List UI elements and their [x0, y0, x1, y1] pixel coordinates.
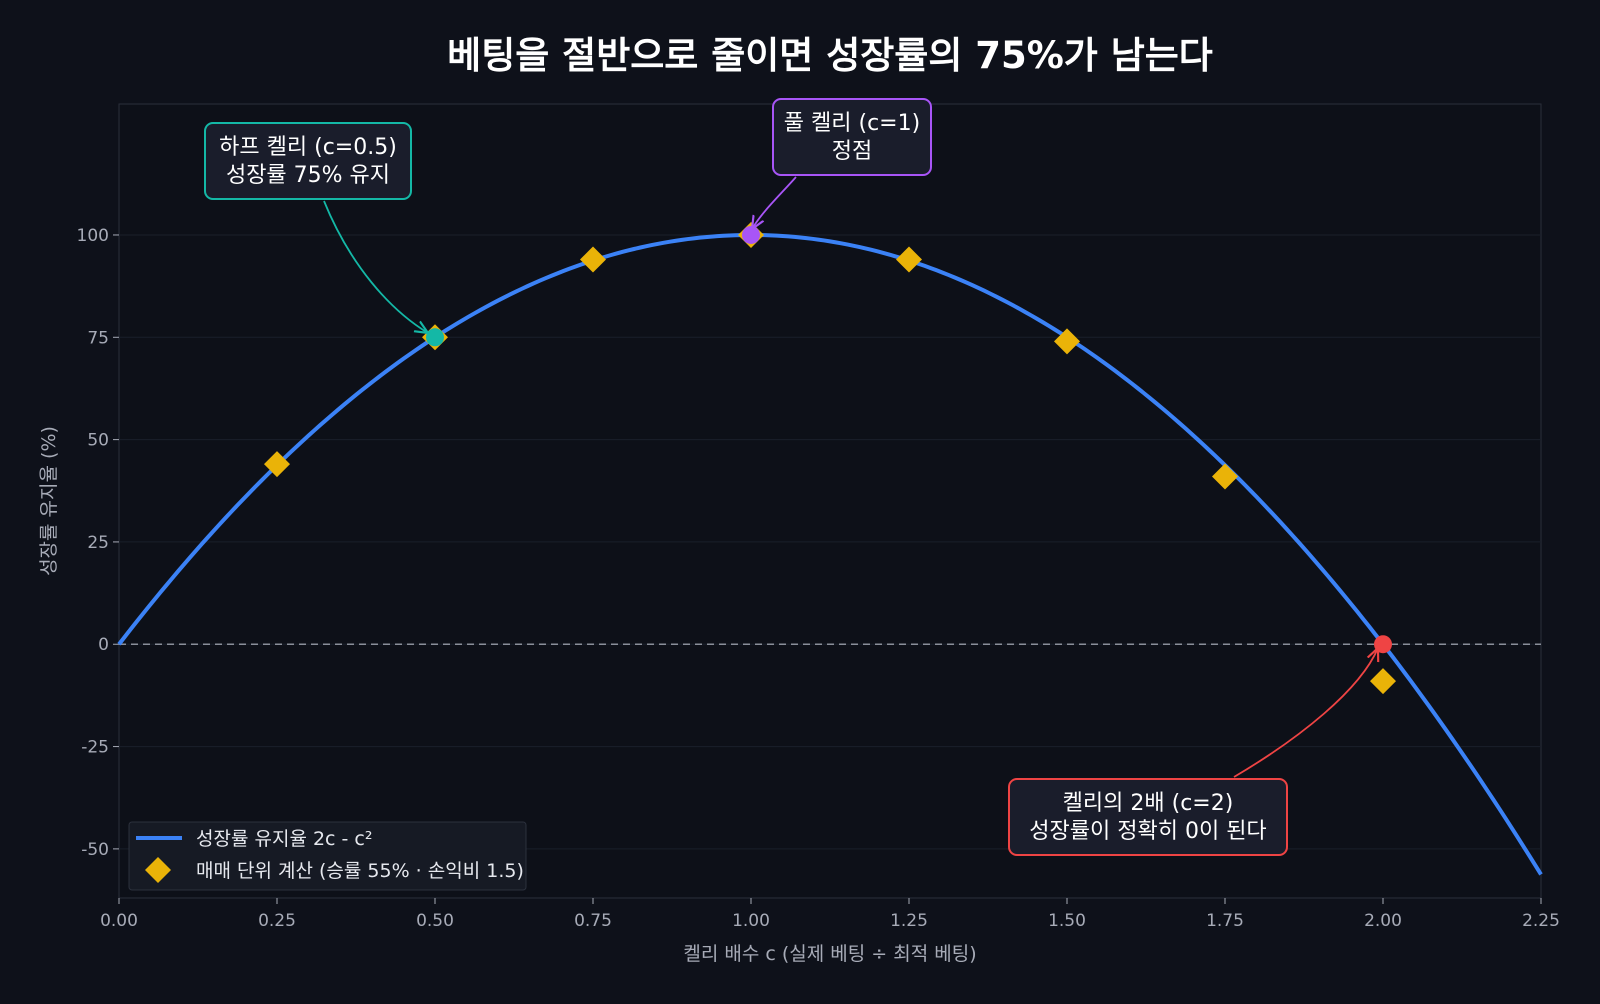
- x-tick-label: 1.75: [1206, 911, 1244, 931]
- highlight-point: [742, 225, 760, 244]
- diamond-point: [1212, 463, 1238, 490]
- annotation: 풀 켈리 (c=1) 정점: [752, 98, 932, 229]
- x-tick-label: 0.00: [100, 911, 138, 931]
- annotation-text: 풀 켈리 (c=1): [784, 111, 920, 136]
- y-tick-label: 100: [77, 226, 109, 246]
- y-tick-label: 0: [98, 635, 109, 655]
- highlight-point: [426, 328, 444, 347]
- x-tick-label: 0.50: [416, 911, 454, 931]
- annotation-text: 하프 켈리 (c=0.5): [219, 135, 397, 160]
- series-curve-line: [117, 232, 1543, 876]
- x-tick-label: 0.75: [574, 911, 612, 931]
- y-tick-layer: -50 -25 0 25 50 75 100: [77, 226, 119, 860]
- y-tick-label: -25: [81, 738, 109, 758]
- diamond-point: [580, 246, 606, 273]
- legend-label-curve: 성장률 유지율 2c - c²: [196, 828, 373, 850]
- y-tick-label: 25: [87, 533, 109, 553]
- legend-box: [128, 821, 527, 891]
- annotation-arrow: [752, 176, 797, 229]
- legend-diamond-swatch: [145, 857, 171, 883]
- diamond-point: [1370, 668, 1396, 695]
- legend: 성장률 유지율 2c - c² 매매 단위 계산 (승률 55% · 손익비 1…: [128, 821, 527, 891]
- annotation-box: [1008, 778, 1288, 856]
- plot-area: [118, 103, 1542, 899]
- annotation: 하프 켈리 (c=0.5) 성장률 75% 유지: [204, 122, 428, 333]
- annotation-text: 정점: [832, 139, 872, 164]
- annotation-arrow: [1233, 648, 1378, 778]
- diamond-point: [1054, 328, 1080, 355]
- y-tick-label: -50: [81, 840, 109, 860]
- y-axis-label: 성장률 유지율 (%): [38, 426, 60, 576]
- annotation-box: [204, 122, 412, 200]
- y-tick-label: 75: [87, 328, 109, 348]
- x-tick-label: 1.25: [890, 911, 928, 931]
- x-tick-layer: 0.00 0.25 0.50 0.75 1.00 1.25 1.50 1.75 2.00 2.25: [100, 898, 1560, 931]
- x-tick-label: 2.25: [1522, 911, 1560, 931]
- annotation-text: 성장률 75% 유지: [226, 163, 390, 188]
- chart-title: 베팅을 절반으로 줄이면 성장률의 75%가 남는다: [447, 34, 1213, 77]
- y-tick-label: 50: [87, 431, 109, 451]
- annotation: 켈리의 2배 (c=2) 성장률이 정확히 0이 된다: [1008, 648, 1378, 856]
- legend-label-diamond: 매매 단위 계산 (승률 55% · 손익비 1.5): [196, 860, 524, 882]
- highlight-points-layer: [426, 225, 1392, 654]
- diamond-point: [896, 246, 922, 273]
- diamond-point: [264, 451, 290, 478]
- annotation-box: [772, 98, 932, 176]
- annotation-text: 켈리의 2배 (c=2): [1063, 791, 1234, 816]
- x-axis-label: 켈리 배수 c (실제 베팅 ÷ 최적 베팅): [683, 943, 976, 965]
- annotation-text: 성장률이 정확히 0이 된다: [1029, 819, 1266, 844]
- x-tick-label: 1.00: [732, 911, 770, 931]
- x-tick-label: 1.50: [1048, 911, 1086, 931]
- x-tick-label: 2.00: [1364, 911, 1402, 931]
- x-tick-label: 0.25: [258, 911, 296, 931]
- annotation-arrow: [323, 200, 428, 333]
